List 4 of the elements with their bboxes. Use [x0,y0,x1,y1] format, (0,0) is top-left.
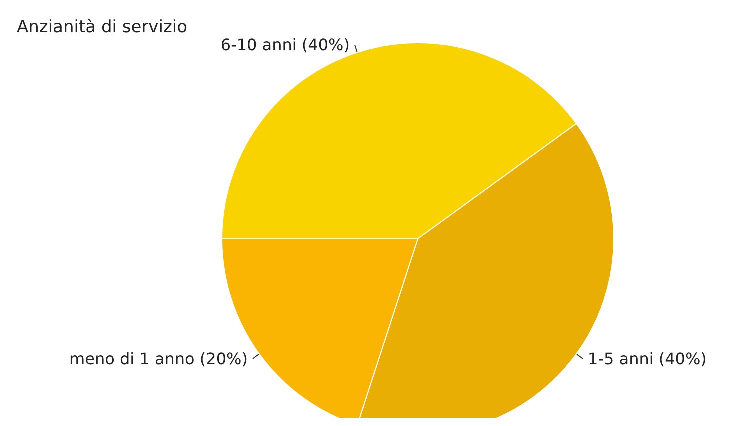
slice-label: 1-5 anni (40%) [588,349,707,368]
chart-title: Anzianità di servizio [17,18,188,38]
slice-label: meno di 1 anno (20%) [70,349,248,368]
slice-label: 6-10 anni (40%) [220,35,350,54]
